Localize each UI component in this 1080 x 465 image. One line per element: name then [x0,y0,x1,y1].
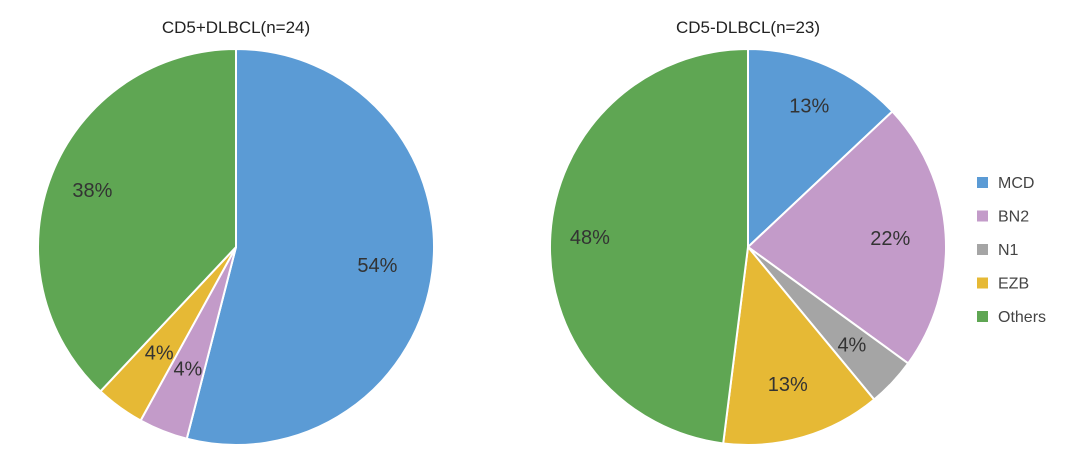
chart-title-cd5-negative: CD5-DLBCL(n=23) [676,18,820,37]
legend-swatch-ezb [977,277,988,289]
slice-mcd [185,47,435,446]
slice-others [549,47,749,445]
slice-others [36,47,237,393]
pie-cd5-positive: 54% 4%4% 38% [36,47,435,446]
chart-title-cd5-positive: CD5+DLBCL(n=24) [162,18,310,37]
slice-bn2 [746,110,948,365]
slice-label-others: 48% [570,227,610,249]
slice-label-ezb: 13% [768,374,808,396]
slice-label-ezb: 4% [145,343,174,365]
legend-swatch-mcd [977,177,988,188]
slice-label-mcd: 54% [357,255,397,277]
legend-label-bn2: BN2 [998,209,1029,226]
legend-label-others: Others [998,309,1046,326]
legend-label-ezb: EZB [998,276,1029,293]
legend-swatch-others [977,311,988,322]
slice-label-bn2: 4% [173,359,202,381]
legend-swatch-n1 [977,244,988,255]
legend-label-mcd: MCD [998,175,1034,192]
pie-cd5-negative: 13% 22% 4% 13% 48% [549,47,948,446]
legend-label-n1: N1 [998,242,1019,259]
slice-label-others: 38% [72,180,112,202]
slice-mcd [747,47,894,250]
slice-ezb [722,244,876,446]
legend: MCD BN2 N1 EZB Others [977,175,1046,326]
legend-swatch-bn2 [977,210,988,222]
slice-label-mcd: 13% [789,95,829,117]
slice-label-bn2: 22% [870,228,910,250]
slice-label-n1: 4% [837,335,866,357]
